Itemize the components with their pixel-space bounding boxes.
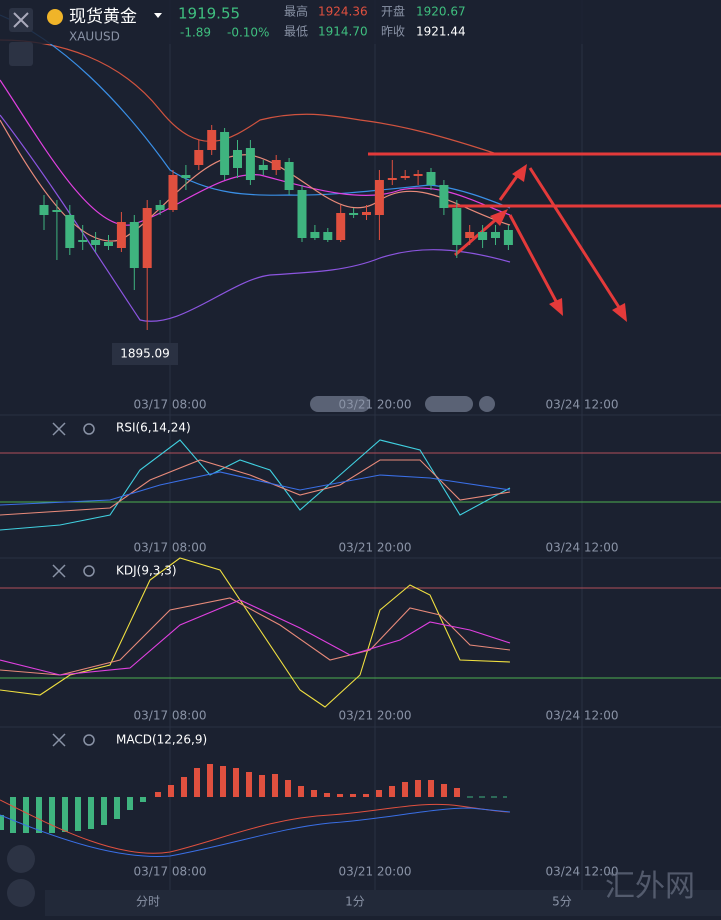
tab-bar bbox=[45, 890, 721, 916]
x-tick-label: 03/21 20:00 bbox=[339, 398, 412, 412]
expand-button[interactable] bbox=[9, 42, 33, 66]
candle-body bbox=[129, 222, 139, 268]
candle-body bbox=[65, 215, 75, 248]
candle-body bbox=[478, 232, 488, 240]
tab[interactable]: 1分 bbox=[345, 895, 365, 909]
change: -1.89 bbox=[180, 26, 211, 40]
candle-body bbox=[181, 175, 191, 178]
candle-body bbox=[503, 230, 513, 245]
candle-body bbox=[207, 130, 217, 150]
x-tick-label: 03/24 12:00 bbox=[546, 541, 619, 555]
indicator-label: MACD(12,26,9) bbox=[116, 733, 207, 747]
candle-body bbox=[336, 213, 346, 240]
low-label-bg bbox=[112, 343, 178, 365]
candle-body bbox=[374, 180, 384, 215]
tab[interactable]: 5分 bbox=[552, 895, 572, 909]
candle-body bbox=[400, 176, 410, 178]
candle-body bbox=[258, 165, 268, 170]
stat-label: 最高 bbox=[284, 4, 308, 19]
x-tick-label: 03/24 12:00 bbox=[546, 398, 619, 412]
gold-icon bbox=[47, 9, 63, 25]
candle-body bbox=[116, 222, 126, 248]
close-icon bbox=[13, 12, 29, 28]
candle-body bbox=[349, 213, 359, 215]
tab[interactable]: 分时 bbox=[136, 895, 160, 909]
instrument-name[interactable]: 现货黄金 bbox=[69, 7, 137, 27]
draw-tool-button[interactable] bbox=[7, 845, 35, 873]
candle-body bbox=[491, 232, 500, 238]
candle-body bbox=[426, 172, 436, 185]
x-tick-label: 03/24 12:00 bbox=[546, 865, 619, 879]
dropdown-icon[interactable] bbox=[154, 13, 162, 18]
x-tick-label: 03/17 08:00 bbox=[134, 541, 207, 555]
header-bar bbox=[0, 0, 721, 44]
candle-body bbox=[168, 175, 178, 210]
stat-value: 1924.36 bbox=[318, 5, 368, 19]
candle-body bbox=[142, 208, 152, 268]
panel-icons[interactable] bbox=[52, 422, 95, 747]
kdj-lines bbox=[0, 557, 721, 708]
x-tick-label: 03/24 12:00 bbox=[546, 709, 619, 723]
candle-body bbox=[297, 190, 307, 238]
x-tick-label: 03/17 08:00 bbox=[134, 398, 207, 412]
candle-body bbox=[452, 208, 462, 245]
price: 1919.55 bbox=[178, 5, 240, 23]
scroll-dots[interactable] bbox=[310, 396, 495, 412]
candle-body bbox=[310, 232, 320, 238]
indicator-label: KDJ(9,3,3) bbox=[116, 564, 177, 578]
candle-body bbox=[52, 210, 62, 212]
macd bbox=[0, 764, 511, 857]
candle-body bbox=[413, 174, 423, 176]
candle-body bbox=[39, 205, 49, 215]
stat-label: 最低 bbox=[284, 25, 308, 39]
candle-body bbox=[233, 150, 242, 168]
indicator-label: RSI(6,14,24) bbox=[116, 421, 191, 435]
candle-body bbox=[155, 205, 165, 210]
x-tick-label: 03/17 08:00 bbox=[134, 709, 207, 723]
stat-value: 1920.67 bbox=[416, 5, 466, 19]
candle-body bbox=[465, 232, 475, 238]
candle-body bbox=[220, 132, 230, 175]
stat-label: 开盘 bbox=[381, 4, 405, 19]
candle-body bbox=[439, 185, 449, 208]
low-label: 1895.09 bbox=[120, 347, 170, 361]
x-tick-label: 03/17 08:00 bbox=[134, 865, 207, 879]
candle-body bbox=[284, 162, 294, 190]
indicator-tool-button[interactable] bbox=[7, 879, 35, 907]
candle-body bbox=[194, 150, 204, 165]
stat-value: 1914.70 bbox=[318, 25, 368, 39]
rsi-lines bbox=[0, 439, 721, 531]
x-tick-label: 03/21 20:00 bbox=[339, 865, 412, 879]
symbol: XAUUSD bbox=[69, 30, 120, 44]
stat-label: 昨收 bbox=[381, 25, 405, 39]
candle-body bbox=[245, 148, 255, 180]
x-tick-label: 03/21 20:00 bbox=[339, 709, 412, 723]
candle-body bbox=[323, 232, 333, 240]
watermark: 汇外网 bbox=[605, 869, 695, 904]
candle-body bbox=[387, 178, 397, 180]
candle-body bbox=[78, 240, 88, 242]
change-pct: -0.10% bbox=[227, 26, 269, 40]
candle-body bbox=[91, 240, 101, 245]
drawn-arrows bbox=[368, 152, 721, 322]
candle-body bbox=[362, 212, 371, 215]
candle-body bbox=[104, 242, 113, 246]
candle-body bbox=[271, 160, 281, 170]
x-tick-label: 03/21 20:00 bbox=[339, 541, 412, 555]
stat-value: 1921.44 bbox=[416, 25, 466, 39]
